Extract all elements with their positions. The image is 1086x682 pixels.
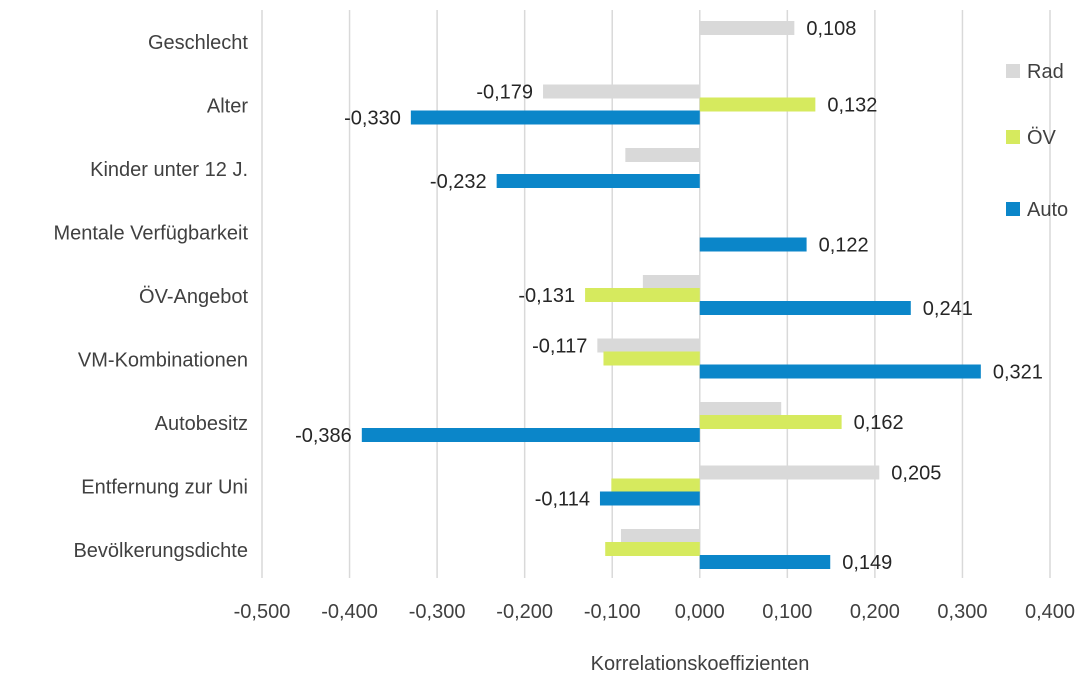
category-label: VM-Kombinationen xyxy=(78,350,248,372)
bar-auto xyxy=(699,364,981,379)
category-label: ÖV-Angebot xyxy=(139,286,248,308)
bar-auto xyxy=(496,174,700,188)
bar-auto xyxy=(699,555,831,569)
data-label: 0,321 xyxy=(993,362,1043,384)
bar-rad xyxy=(699,21,795,35)
legend-swatch xyxy=(1006,130,1020,144)
x-tick-label: -0,500 xyxy=(234,601,291,623)
bar-rad xyxy=(620,529,700,543)
category-label: Geschlecht xyxy=(148,32,248,54)
data-label: -0,114 xyxy=(535,489,590,511)
bar-rad xyxy=(625,148,700,162)
data-label: -0,386 xyxy=(295,425,352,447)
category-label: Autobesitz xyxy=(155,413,248,435)
data-label: -0,179 xyxy=(476,82,533,104)
bar-auto xyxy=(361,428,700,442)
bar-rad xyxy=(543,84,700,99)
bar-oev xyxy=(611,478,700,493)
data-label: 0,132 xyxy=(827,95,877,117)
data-label: -0,117 xyxy=(532,336,587,358)
legend-swatch xyxy=(1006,64,1020,78)
bar-oev xyxy=(585,288,700,302)
legend-swatch xyxy=(1006,202,1020,216)
legend: Rad ÖV Auto xyxy=(1006,61,1068,221)
x-tick-labels: -0,500 -0,400 -0,300 -0,200 -0,100 0,000 0,100… xyxy=(234,601,1075,623)
x-tick-label: -0,400 xyxy=(321,601,378,623)
category-label: Alter xyxy=(207,96,248,118)
bar-oev xyxy=(605,542,700,556)
x-tick-label: -0,100 xyxy=(584,601,641,623)
x-tick-label: -0,300 xyxy=(409,601,466,623)
data-labels: 0,108 -0,179 -0,117 0,205 0,132 -0,131 0,162 -0… xyxy=(295,18,1043,574)
category-label: Kinder unter 12 J. xyxy=(90,159,248,181)
bar-rad xyxy=(699,402,782,416)
data-label: 0,205 xyxy=(891,463,941,485)
bars xyxy=(361,21,981,569)
data-label: 0,149 xyxy=(842,552,892,574)
bar-auto xyxy=(699,237,807,252)
data-label: -0,330 xyxy=(344,108,401,130)
x-tick-label: 0,200 xyxy=(850,601,900,623)
legend-label: Auto xyxy=(1027,199,1068,221)
category-label: Entfernung zur Uni xyxy=(81,477,248,499)
bar-oev xyxy=(699,415,842,429)
bar-auto xyxy=(410,110,700,125)
legend-label: ÖV xyxy=(1027,127,1057,149)
bar-oev xyxy=(699,97,816,112)
x-tick-label: 0,100 xyxy=(762,601,812,623)
category-labels: Geschlecht Alter Kinder unter 12 J. Mentale… xyxy=(53,32,248,562)
data-label: -0,131 xyxy=(518,285,575,307)
x-tick-label: -0,200 xyxy=(496,601,553,623)
bar-rad xyxy=(597,338,700,353)
bar-rad xyxy=(642,275,700,289)
bar-oev xyxy=(603,351,700,366)
category-label: Mentale Verfügbarkeit xyxy=(53,223,248,245)
x-tick-label: 0,400 xyxy=(1025,601,1075,623)
category-label: Bevölkerungsdichte xyxy=(73,540,248,562)
bar-rad xyxy=(699,465,880,480)
data-label: -0,232 xyxy=(430,171,487,193)
data-label: 0,122 xyxy=(819,235,869,257)
legend-label: Rad xyxy=(1027,61,1064,83)
x-tick-label: 0,300 xyxy=(937,601,987,623)
data-label: 0,241 xyxy=(923,298,973,320)
bar-auto xyxy=(599,491,700,506)
data-label: 0,162 xyxy=(854,412,904,434)
x-tick-label: 0,000 xyxy=(675,601,725,623)
data-label: 0,108 xyxy=(806,18,856,40)
x-axis-title: Korrelationskoeffizienten xyxy=(591,653,810,675)
bar-auto xyxy=(699,301,911,315)
